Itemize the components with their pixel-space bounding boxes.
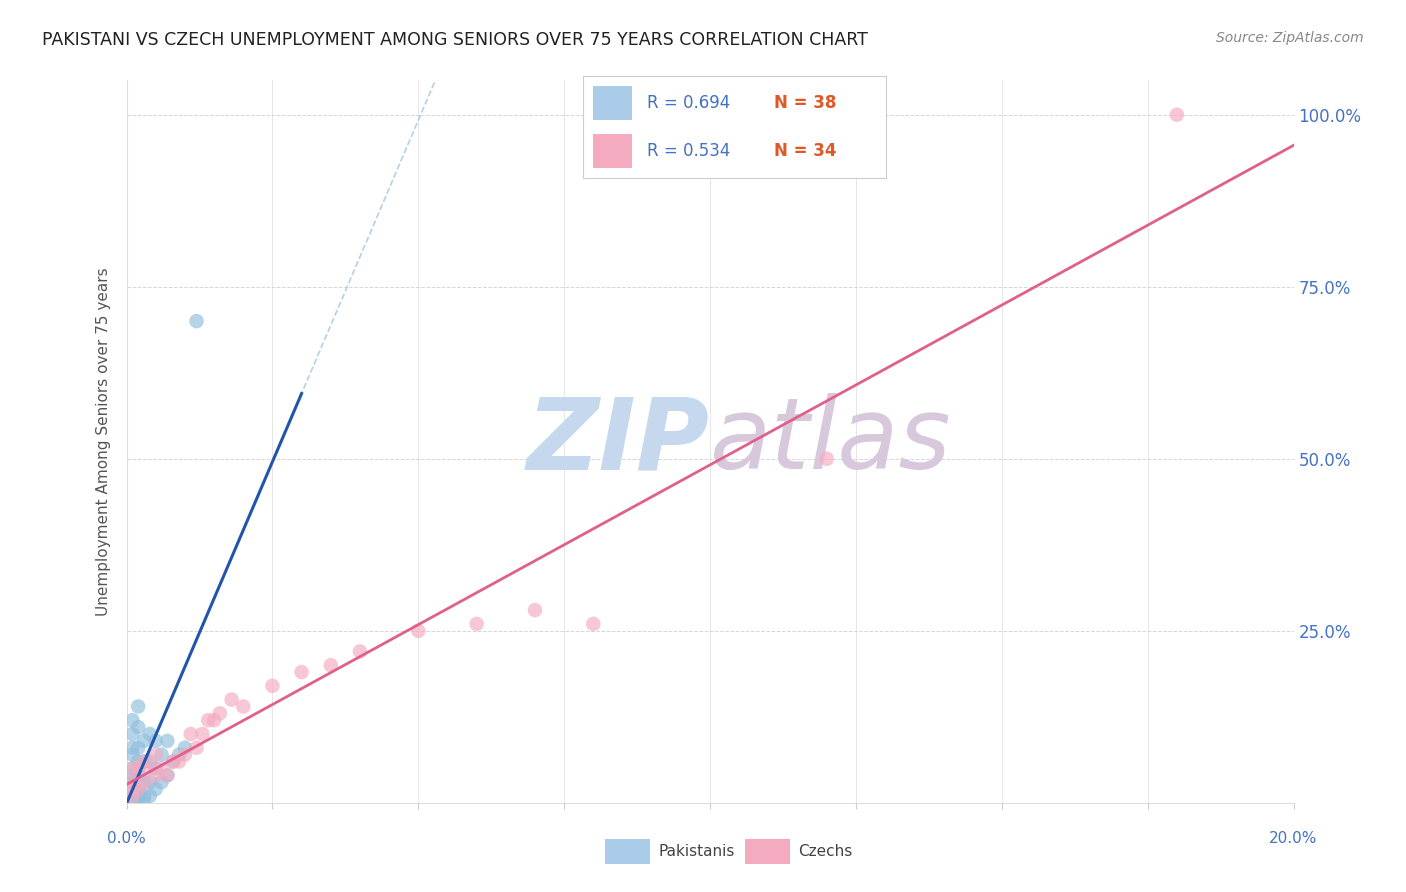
- Text: Source: ZipAtlas.com: Source: ZipAtlas.com: [1216, 31, 1364, 45]
- Point: [121, 775, 143, 789]
- Point: [121, 740, 143, 755]
- Point: [132, 775, 155, 789]
- Point: [127, 699, 149, 714]
- Point: [139, 755, 162, 769]
- Point: [121, 782, 143, 797]
- Point: [208, 706, 231, 721]
- Point: [139, 727, 162, 741]
- Text: R = 0.694: R = 0.694: [647, 94, 730, 112]
- Point: [132, 755, 155, 769]
- Point: [174, 740, 197, 755]
- Text: 20.0%: 20.0%: [1270, 831, 1317, 846]
- Point: [262, 679, 284, 693]
- Point: [145, 761, 167, 775]
- Point: [132, 789, 155, 803]
- Text: Pakistanis: Pakistanis: [658, 845, 734, 859]
- Point: [202, 713, 225, 727]
- Point: [121, 727, 143, 741]
- Point: [150, 747, 173, 762]
- Point: [121, 782, 143, 797]
- Point: [132, 775, 155, 789]
- Text: N = 34: N = 34: [773, 142, 837, 161]
- Point: [127, 720, 149, 734]
- Point: [121, 792, 143, 806]
- Point: [156, 768, 179, 782]
- Point: [465, 616, 488, 631]
- Point: [167, 747, 190, 762]
- FancyBboxPatch shape: [592, 87, 631, 120]
- Point: [121, 761, 143, 775]
- Point: [127, 768, 149, 782]
- Point: [121, 768, 143, 782]
- Point: [127, 792, 149, 806]
- Point: [1166, 108, 1188, 122]
- Point: [132, 792, 155, 806]
- Point: [180, 727, 202, 741]
- Point: [197, 713, 219, 727]
- Point: [139, 761, 162, 775]
- Point: [319, 658, 342, 673]
- Point: [191, 727, 214, 741]
- Point: [582, 616, 605, 631]
- Text: R = 0.534: R = 0.534: [647, 142, 730, 161]
- Point: [121, 775, 143, 789]
- Point: [139, 789, 162, 803]
- Point: [232, 699, 254, 714]
- FancyBboxPatch shape: [592, 135, 631, 168]
- Point: [121, 761, 143, 775]
- Point: [127, 789, 149, 803]
- Text: PAKISTANI VS CZECH UNEMPLOYMENT AMONG SENIORS OVER 75 YEARS CORRELATION CHART: PAKISTANI VS CZECH UNEMPLOYMENT AMONG SE…: [42, 31, 868, 49]
- Point: [186, 314, 208, 328]
- Text: ZIP: ZIP: [527, 393, 710, 490]
- Point: [156, 768, 179, 782]
- Point: [150, 761, 173, 775]
- Point: [127, 782, 149, 797]
- Point: [524, 603, 547, 617]
- Point: [139, 775, 162, 789]
- Point: [150, 775, 173, 789]
- Point: [132, 755, 155, 769]
- Point: [408, 624, 430, 638]
- Text: Czechs: Czechs: [799, 845, 853, 859]
- Point: [127, 761, 149, 775]
- Point: [121, 713, 143, 727]
- Point: [221, 692, 243, 706]
- Point: [174, 747, 197, 762]
- Point: [162, 755, 184, 769]
- Text: atlas: atlas: [710, 393, 952, 490]
- Point: [145, 734, 167, 748]
- Text: 0.0%: 0.0%: [107, 831, 146, 846]
- Point: [167, 755, 190, 769]
- Point: [132, 734, 155, 748]
- Text: N = 38: N = 38: [773, 94, 837, 112]
- Point: [145, 747, 167, 762]
- Point: [127, 755, 149, 769]
- Point: [349, 644, 371, 658]
- Point: [156, 734, 179, 748]
- Point: [127, 782, 149, 797]
- Point: [121, 789, 143, 803]
- Point: [145, 782, 167, 797]
- Point: [145, 768, 167, 782]
- Point: [127, 740, 149, 755]
- Point: [121, 789, 143, 803]
- Point: [290, 665, 312, 679]
- Y-axis label: Unemployment Among Seniors over 75 years: Unemployment Among Seniors over 75 years: [96, 268, 111, 615]
- Point: [186, 740, 208, 755]
- Point: [815, 451, 838, 466]
- Point: [121, 747, 143, 762]
- Point: [162, 755, 184, 769]
